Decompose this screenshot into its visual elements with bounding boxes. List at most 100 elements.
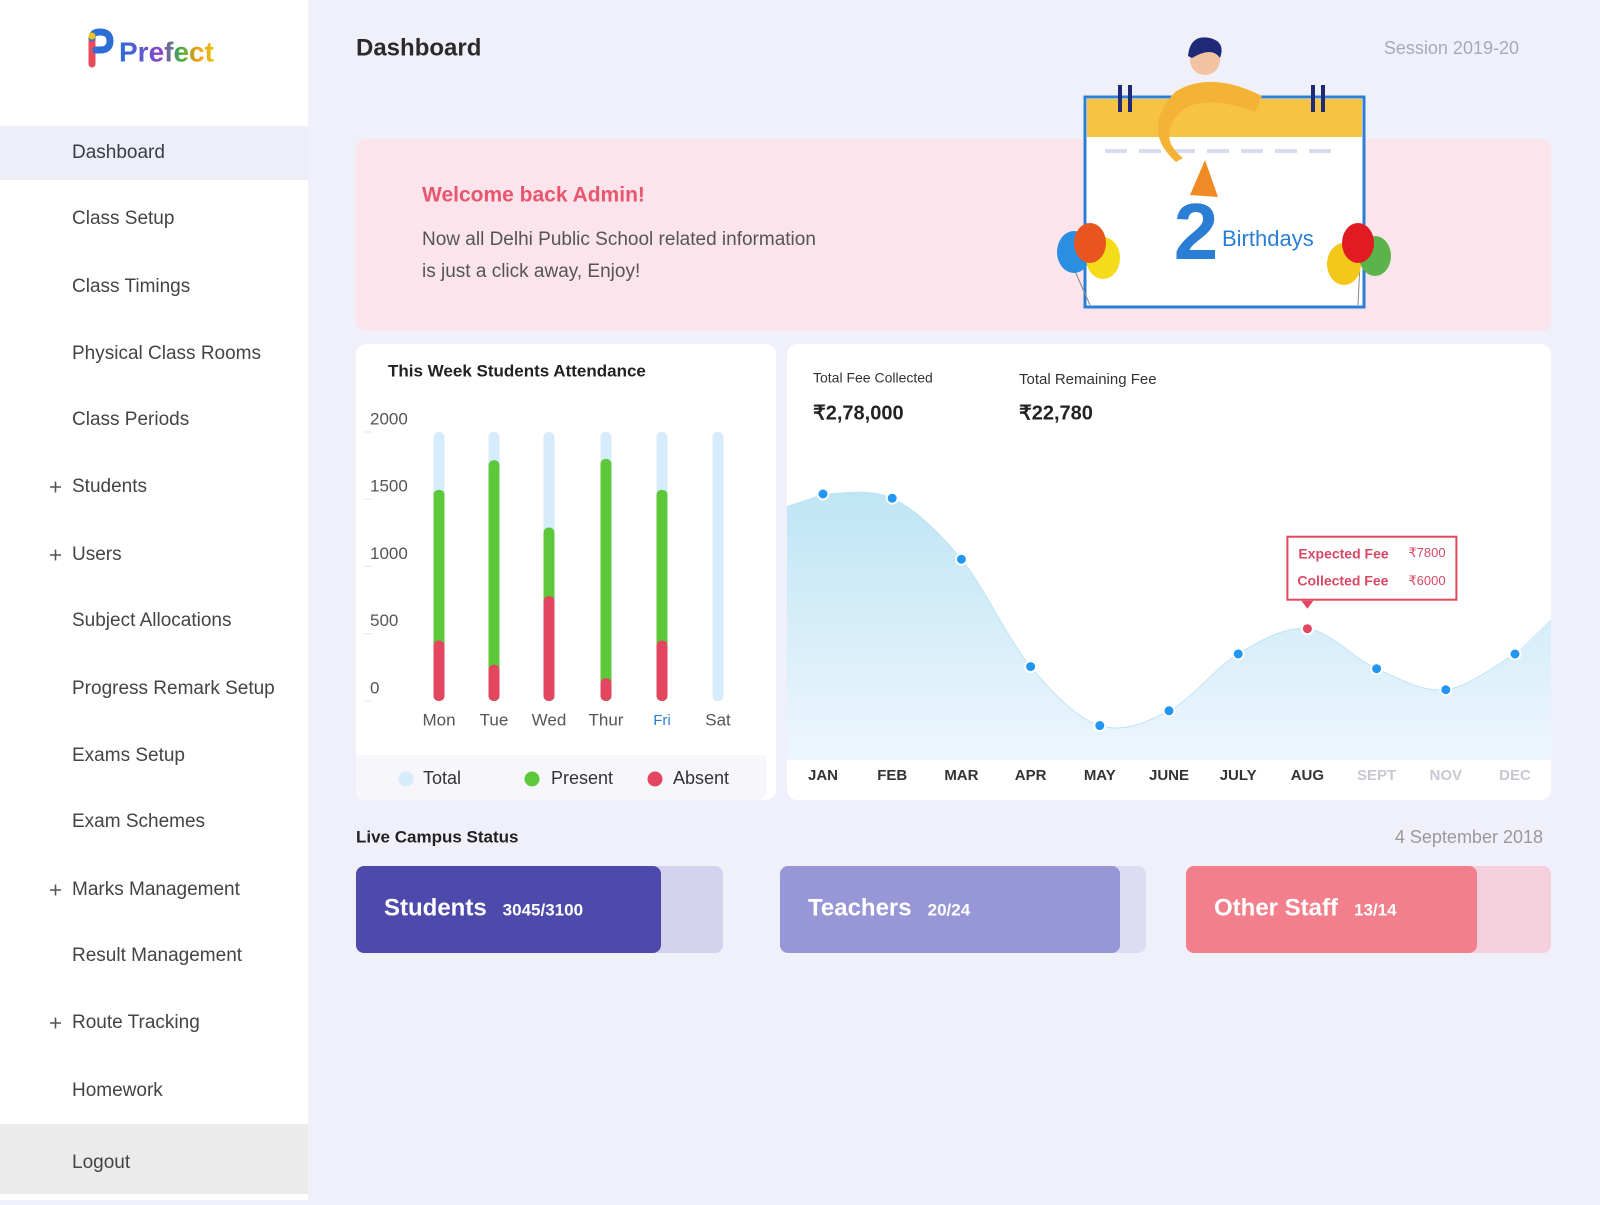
x-tick-label: FEB bbox=[877, 767, 907, 784]
legend-dot bbox=[524, 771, 540, 787]
campus-date: 4 September 2018 bbox=[1395, 827, 1543, 847]
nav-item[interactable]: Result Management bbox=[72, 945, 243, 966]
point bbox=[1093, 719, 1107, 733]
nav-item[interactable]: Progress Remark Setup bbox=[72, 678, 275, 699]
nav-item[interactable]: Route Tracking bbox=[72, 1012, 200, 1033]
nav-item[interactable]: Subject Allocations bbox=[72, 610, 232, 631]
campus-title: Live Campus Status bbox=[356, 827, 519, 846]
bar bbox=[600, 678, 612, 701]
nav-item[interactable]: Homework bbox=[72, 1080, 163, 1101]
point bbox=[954, 552, 968, 566]
expand-icon bbox=[50, 884, 61, 896]
birthday-count: 2 bbox=[1174, 187, 1219, 276]
y-tick-label: 1500 bbox=[370, 477, 408, 496]
x-tick-label: Mon bbox=[422, 710, 455, 729]
point bbox=[816, 487, 830, 501]
attendance-card bbox=[356, 344, 776, 800]
point bbox=[1370, 662, 1384, 676]
point bbox=[1508, 647, 1522, 661]
bar bbox=[656, 640, 668, 701]
y-tick-label: 0 bbox=[370, 678, 379, 697]
x-tick-label: JUNE bbox=[1149, 767, 1189, 784]
logo-icon bbox=[88, 28, 114, 68]
x-tick-label: Thur bbox=[589, 710, 624, 729]
nav-item[interactable]: Dashboard bbox=[72, 142, 165, 163]
card-count: 20/24 bbox=[928, 900, 971, 919]
x-tick-label: Fri bbox=[653, 712, 671, 729]
brand: Prefect bbox=[119, 36, 214, 67]
tooltip-value: ₹7800 bbox=[1408, 545, 1445, 560]
birthday-label: Birthdays bbox=[1222, 226, 1314, 251]
tooltip-label: Expected Fee bbox=[1298, 545, 1388, 561]
session: Session 2019-20 bbox=[1384, 38, 1519, 58]
y-tick-label: 1000 bbox=[370, 544, 408, 563]
x-tick-label: MAY bbox=[1084, 767, 1116, 784]
tooltip-label: Collected Fee bbox=[1297, 572, 1388, 588]
fee-value: ₹2,78,000 bbox=[813, 402, 904, 424]
nav-item[interactable]: Class Periods bbox=[72, 409, 189, 430]
welcome-text: is just a click away, Enjoy! bbox=[422, 261, 640, 282]
expand-icon bbox=[50, 481, 61, 493]
nav-item[interactable]: Marks Management bbox=[72, 879, 241, 900]
x-tick-label: AUG bbox=[1291, 767, 1324, 784]
nav-item[interactable]: Students bbox=[72, 476, 147, 497]
nav-item[interactable]: Users bbox=[72, 544, 122, 565]
bar bbox=[712, 432, 724, 701]
point bbox=[1439, 683, 1453, 697]
fee-label: Total Fee Collected bbox=[813, 370, 933, 386]
card-label: Other Staff bbox=[1214, 894, 1339, 921]
x-tick-label: JAN bbox=[808, 767, 838, 784]
legend-dot bbox=[647, 771, 663, 787]
logout[interactable]: Logout bbox=[72, 1152, 131, 1173]
x-tick-label: DEC bbox=[1499, 767, 1531, 784]
y-tick-label: 2000 bbox=[370, 409, 408, 428]
x-tick-label: APR bbox=[1015, 767, 1047, 784]
nav-item[interactable]: Exams Setup bbox=[72, 745, 185, 766]
x-tick-label: JULY bbox=[1220, 767, 1257, 784]
point bbox=[1300, 622, 1314, 636]
x-tick-label: Tue bbox=[480, 710, 509, 729]
area-fill bbox=[787, 492, 1551, 760]
x-tick-label: SEPT bbox=[1357, 767, 1396, 784]
nav-item[interactable]: Exam Schemes bbox=[72, 811, 205, 832]
x-tick-label: MAR bbox=[944, 767, 978, 784]
legend-label: Present bbox=[551, 768, 613, 788]
tooltip-pointer bbox=[1301, 600, 1314, 609]
bar bbox=[488, 460, 500, 701]
legend-band bbox=[356, 755, 766, 800]
y-tick-label: 500 bbox=[370, 611, 398, 630]
welcome-title: Welcome back Admin! bbox=[422, 184, 645, 207]
tooltip-box bbox=[1286, 535, 1458, 601]
tooltip-value: ₹6000 bbox=[1408, 573, 1445, 588]
birthday-illustration bbox=[1057, 37, 1391, 309]
sidebar bbox=[0, 0, 308, 1200]
legend-label: Absent bbox=[673, 768, 729, 788]
fee-value: ₹22,780 bbox=[1019, 402, 1093, 424]
expand-icon bbox=[50, 1017, 61, 1029]
card-fill bbox=[1186, 866, 1477, 953]
card-count: 13/14 bbox=[1354, 900, 1397, 919]
x-tick-label: NOV bbox=[1430, 767, 1463, 784]
card-fill bbox=[780, 866, 1120, 953]
nav-item[interactable]: Class Setup bbox=[72, 208, 174, 229]
attendance-title: This Week Students Attendance bbox=[388, 361, 646, 380]
point bbox=[1231, 647, 1245, 661]
bar bbox=[488, 664, 500, 701]
page-title: Dashboard bbox=[356, 34, 481, 61]
card-count: 3045/3100 bbox=[503, 900, 583, 919]
card-label: Teachers bbox=[808, 894, 912, 921]
nav-item[interactable]: Class Timings bbox=[72, 276, 190, 297]
point bbox=[1024, 660, 1038, 674]
nav-item[interactable]: Physical Class Rooms bbox=[72, 343, 261, 364]
welcome-text: Now all Delhi Public School related info… bbox=[422, 229, 816, 250]
fee-label: Total Remaining Fee bbox=[1019, 371, 1157, 388]
card-label: Students bbox=[384, 894, 487, 921]
bar bbox=[600, 458, 612, 701]
point bbox=[885, 491, 899, 505]
active-item-bg bbox=[0, 126, 308, 180]
bar bbox=[433, 640, 445, 701]
logout-bg[interactable] bbox=[0, 1124, 308, 1194]
legend-label: Total bbox=[423, 768, 461, 788]
